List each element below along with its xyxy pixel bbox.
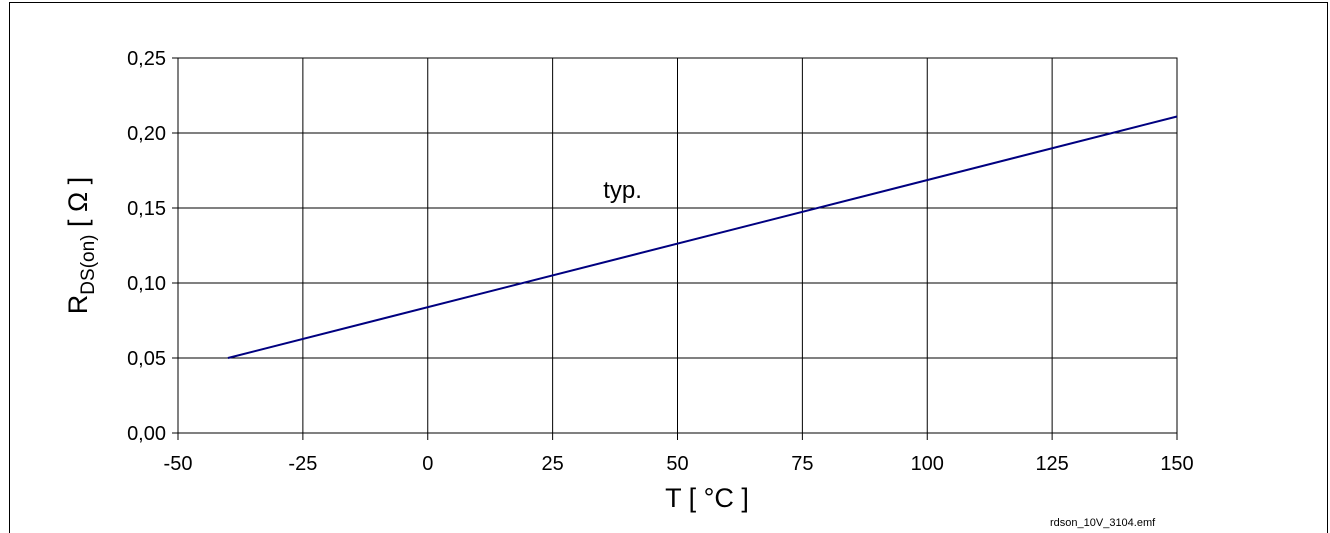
x-tick-label: 75 <box>791 453 813 475</box>
x-axis-title: T [ °C ] <box>665 483 749 513</box>
annotation-typ: typ. <box>603 177 642 204</box>
x-tick-label: 125 <box>1035 453 1068 475</box>
series-layer <box>227 115 1178 359</box>
y-axis-title-subscript: DS(on) <box>78 235 99 295</box>
axes <box>172 57 1178 440</box>
y-tick-label: 0,15 <box>127 198 166 220</box>
labels-layer: 0,00 0,05 0,10 0,15 0,20 0,25 -50 -25 0 25 50 75 100… <box>127 48 1194 475</box>
series-line-typ <box>227 115 1178 359</box>
x-tick-label: 100 <box>911 453 944 475</box>
x-tick-label: 0 <box>422 453 433 475</box>
x-tick-label: 150 <box>1160 453 1193 475</box>
x-tick-label: 50 <box>666 453 688 475</box>
y-axis-title-unit: [ Ω ] <box>63 177 93 235</box>
grid-lines <box>177 57 1178 434</box>
y-tick-label: 0,10 <box>127 273 166 295</box>
x-tick-label: 25 <box>542 453 564 475</box>
x-tick-label: -25 <box>288 453 317 475</box>
x-tick-label: -50 <box>164 453 193 475</box>
y-tick-label: 0,05 <box>127 348 166 370</box>
y-axis-title-main: R <box>63 295 93 315</box>
y-axis-title: RDS(on) [ Ω ] <box>63 177 99 314</box>
y-tick-label: 0,25 <box>127 48 166 70</box>
footer-filename: rdson_10V_3104.emf <box>1050 517 1156 529</box>
y-tick-label: 0,20 <box>127 123 166 145</box>
chart-frame <box>9 2 1328 533</box>
y-tick-label: 0,00 <box>127 423 166 445</box>
